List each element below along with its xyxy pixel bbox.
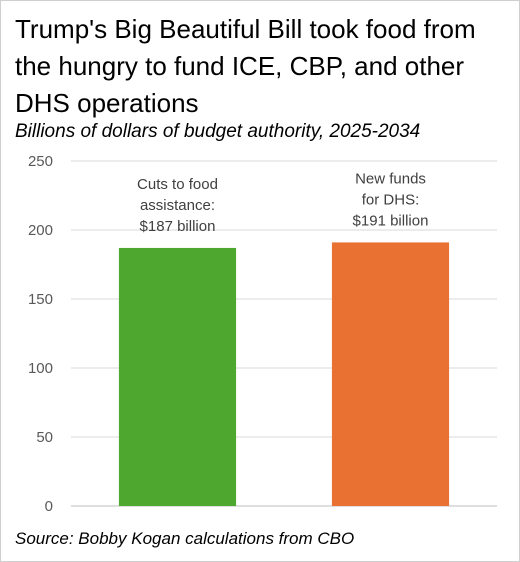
y-tick-label: 150 [28, 291, 53, 308]
chart-source: Source: Bobby Kogan calculations from CB… [15, 529, 355, 548]
data-label: $187 billion [140, 218, 216, 235]
data-label: New funds [355, 170, 426, 187]
data-label: $191 billion [353, 212, 429, 229]
y-tick-label: 50 [36, 429, 53, 446]
chart-title: Trump's Big Beautiful Bill took food fro… [15, 14, 476, 118]
bar-dhs-funds [331, 242, 450, 507]
y-tick-label: 0 [45, 498, 53, 515]
y-tick-label: 200 [28, 222, 53, 239]
data-label: Cuts to food [137, 176, 218, 193]
y-tick-label: 250 [28, 153, 53, 170]
data-label: assistance: [140, 197, 215, 214]
bar-food-cuts [118, 247, 237, 506]
chart-subtitle: Billions of dollars of budget authority,… [15, 121, 421, 142]
data-label: for DHS: [362, 191, 420, 208]
y-tick-label: 100 [28, 360, 53, 377]
